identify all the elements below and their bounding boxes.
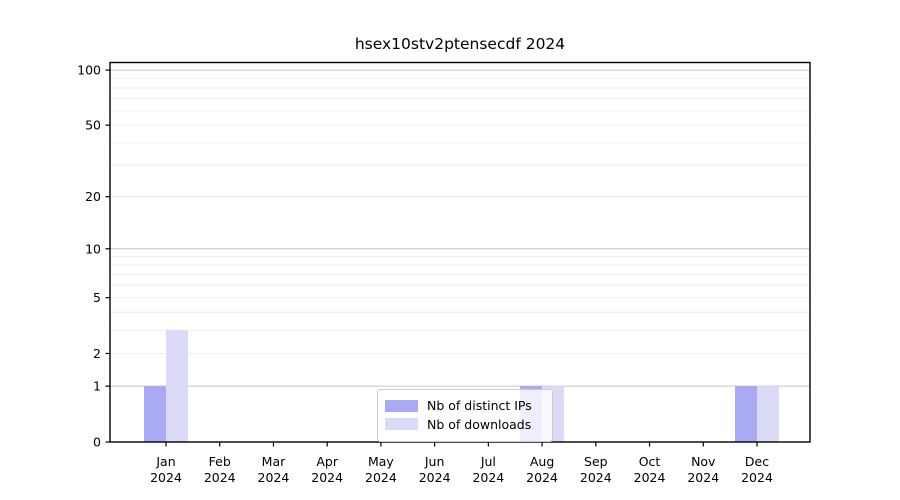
bar-distinct-ips-jan xyxy=(144,386,166,442)
legend: Nb of distinct IPs Nb of downloads xyxy=(377,389,553,443)
x-tick-label-month: Jan xyxy=(155,454,175,469)
legend-swatch-distinct-ips xyxy=(385,399,418,412)
x-tick-label-year: 2024 xyxy=(580,470,612,485)
x-tick-label-year: 2024 xyxy=(150,470,182,485)
x-tick-label-month: Jun xyxy=(424,454,445,469)
y-tick-label: 5 xyxy=(93,290,101,305)
x-tick-label-year: 2024 xyxy=(311,470,343,485)
x-tick-label-month: Oct xyxy=(639,454,661,469)
x-tick-label-year: 2024 xyxy=(741,470,773,485)
x-tick-label-year: 2024 xyxy=(687,470,719,485)
bar-downloads-dec xyxy=(757,386,779,442)
y-tick-label: 20 xyxy=(85,189,101,204)
legend-swatch-downloads xyxy=(385,418,418,431)
legend-item: Nb of distinct IPs xyxy=(385,398,545,414)
x-tick-label-month: Jul xyxy=(480,454,496,469)
x-tick-label-year: 2024 xyxy=(365,470,397,485)
y-tick-label: 10 xyxy=(85,241,101,256)
y-tick-label: 1 xyxy=(93,379,101,394)
y-tick-label: 100 xyxy=(77,63,101,78)
y-tick-label: 0 xyxy=(93,435,101,450)
legend-label: Nb of distinct IPs xyxy=(427,398,532,413)
x-tick-label-month: Feb xyxy=(209,454,231,469)
bar-distinct-ips-dec xyxy=(735,386,757,442)
x-tick-label-month: Dec xyxy=(745,454,769,469)
plot-frame xyxy=(109,61,811,443)
legend-label: Nb of downloads xyxy=(427,416,532,432)
chart-title: hsex10stv2ptensecdf 2024 xyxy=(354,35,566,53)
x-tick-label-year: 2024 xyxy=(419,470,451,485)
y-tick-label: 50 xyxy=(85,118,101,133)
bar-downloads-jan xyxy=(166,330,188,442)
x-tick-label-year: 2024 xyxy=(472,470,504,485)
x-tick-label-month: Aug xyxy=(530,454,554,469)
x-tick-label-year: 2024 xyxy=(204,470,236,485)
y-tick-label: 2 xyxy=(93,346,101,361)
x-tick-label-month: Apr xyxy=(316,454,338,469)
x-tick-label-year: 2024 xyxy=(634,470,666,485)
x-tick-label-month: Sep xyxy=(584,454,608,469)
x-tick-label-month: Mar xyxy=(262,454,286,469)
x-tick-label-month: Nov xyxy=(691,454,716,469)
x-tick-label-month: May xyxy=(368,454,394,469)
legend-item: Nb of downloads xyxy=(385,417,545,433)
x-tick-label-year: 2024 xyxy=(526,470,558,485)
x-tick-label-year: 2024 xyxy=(258,470,290,485)
